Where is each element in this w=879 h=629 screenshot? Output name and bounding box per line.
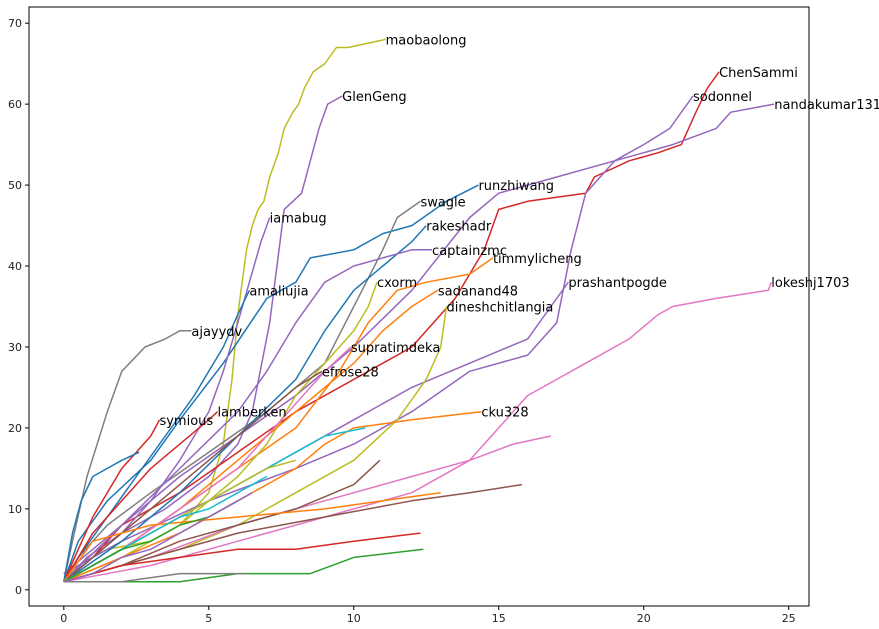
series-line: [63, 483, 523, 583]
y-axis-ticks: 0 10 20 30 40 50 60 70: [8, 17, 29, 597]
series-label-cxorm: cxorm: [377, 276, 417, 291]
y-tick-label: 40: [8, 260, 22, 273]
series-end-labels: maobaolong GlenGeng ChenSammi sodonnel nanda…: [159, 33, 879, 428]
series-label-ajayydv: ajayydv: [191, 325, 242, 340]
y-tick-label: 60: [8, 98, 22, 111]
x-tick-label: 15: [492, 612, 506, 625]
series-line-captainzmc: [63, 249, 432, 583]
series-label-timmylicheng: timmylicheng: [493, 252, 582, 267]
series-line-supratimdeka: [63, 346, 352, 583]
series-line-lokeshj1703: [63, 281, 773, 583]
series-label-efrose28: efrose28: [322, 365, 379, 380]
y-tick-label: 70: [8, 17, 22, 30]
y-tick-label: 20: [8, 422, 22, 435]
series-line-iamabug: [63, 217, 271, 583]
y-tick-label: 0: [15, 584, 22, 597]
series-line: [63, 427, 366, 583]
series-label-rakeshadr: rakeshadr: [426, 220, 492, 235]
series-line: [63, 492, 253, 583]
x-tick-label: 0: [60, 612, 67, 625]
series-label-iamabug: iamabug: [270, 211, 327, 226]
series-line-nandakumar131: [63, 103, 775, 575]
series-line: [63, 475, 268, 583]
x-tick-label: 25: [782, 612, 796, 625]
series-label-symious: symious: [159, 414, 213, 429]
x-tick-label: 10: [347, 612, 361, 625]
series-label-sodonnel: sodonnel: [693, 90, 752, 105]
series-label-amaliujia: amaliujia: [249, 284, 308, 299]
series-line-cku328: [63, 410, 482, 583]
series-line-ChenSammi: [63, 71, 720, 583]
series-label-ChenSammi: ChenSammi: [719, 66, 798, 81]
series-line: [63, 548, 424, 583]
series-label-lamberken: lamberken: [217, 406, 286, 421]
series-label-dineshchitlangia: dineshchitlangia: [447, 301, 554, 316]
series-label-GlenGeng: GlenGeng: [342, 90, 407, 105]
series-lines: [63, 38, 775, 583]
series-line: [63, 532, 421, 583]
series-line-lamberken: [63, 411, 219, 583]
series-line-symious: [63, 419, 161, 583]
series-label-cku328: cku328: [481, 406, 528, 421]
y-tick-label: 30: [8, 341, 22, 354]
y-tick-label: 50: [8, 179, 22, 192]
series-label-nandakumar131: nandakumar131: [774, 98, 879, 113]
series-label-prashantpogde: prashantpogde: [568, 276, 667, 291]
series-label-sadanand48: sadanand48: [438, 284, 518, 299]
x-tick-label: 5: [205, 612, 212, 625]
series-line: [63, 451, 140, 582]
series-label-captainzmc: captainzmc: [432, 244, 507, 259]
x-axis-ticks: 0 5 10 15 20 25: [60, 606, 796, 625]
series-line: [63, 459, 297, 583]
x-tick-label: 20: [637, 612, 651, 625]
series-line: [63, 491, 441, 583]
series-label-lokeshj1703: lokeshj1703: [771, 276, 849, 291]
series-label-runzhiwang: runzhiwang: [478, 179, 554, 194]
series-label-maobaolong: maobaolong: [386, 33, 467, 48]
plot-frame: [28, 6, 810, 607]
series-label-supratimdeka: supratimdeka: [351, 341, 440, 356]
series-line-GlenGeng: [63, 95, 343, 583]
series-line: [63, 435, 552, 583]
y-tick-label: 10: [8, 503, 22, 516]
series-line-amaliujia: [63, 289, 251, 583]
series-line-runzhiwang: [63, 184, 479, 582]
series-line: [63, 572, 247, 583]
series-line-efrose28: [63, 370, 323, 583]
series-line-ajayydv: [63, 330, 192, 582]
series-label-swagle: swagle: [420, 195, 465, 210]
